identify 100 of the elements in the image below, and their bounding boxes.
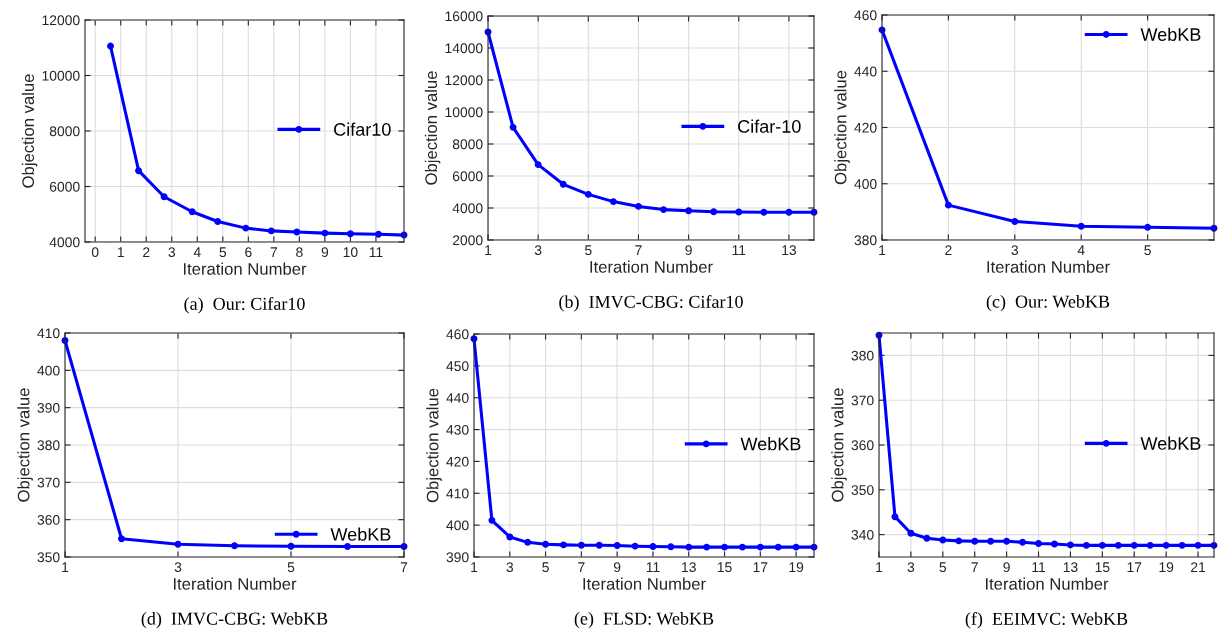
y-tick-label: 400 <box>37 365 60 376</box>
x-tick-label: 19 <box>789 562 804 573</box>
y-tick-label: 440 <box>446 393 469 403</box>
y-tick-label: 400 <box>446 520 469 531</box>
y-tick-label: 6000 <box>49 181 80 192</box>
x-axis-title: Iteration Number <box>183 262 307 275</box>
text: (a) Our: Cifar10 <box>184 297 305 314</box>
y-tick-label: 10000 <box>445 107 483 118</box>
x-tick-label: 3 <box>168 247 176 258</box>
x-tick-label: 2 <box>143 247 150 257</box>
x-axis-title: Iteration Number <box>173 577 297 590</box>
y-tick-label: 440 <box>854 66 877 77</box>
x-tick-label: 17 <box>753 562 768 572</box>
y-tick-label: 460 <box>446 329 469 340</box>
x-tick-label: 9 <box>613 562 621 573</box>
y-tick-label: 450 <box>446 361 469 372</box>
x-tick-label: 3 <box>1011 245 1019 256</box>
x-tick-label: 11 <box>732 245 746 255</box>
y-tick-label: 4000 <box>49 237 80 248</box>
x-tick-label: 7 <box>635 245 642 255</box>
y-tick-label: 390 <box>446 552 469 563</box>
x-axis-title: Iteration Number <box>590 260 713 273</box>
x-tick-label: 17 <box>1127 562 1142 572</box>
text: (d) IMVC-CBG: WebKB <box>141 612 328 629</box>
x-tick-label: 13 <box>1063 562 1078 573</box>
x-tick-label: 1 <box>117 247 124 257</box>
x-tick-label: 1 <box>876 562 883 572</box>
y-tick-label: 360 <box>37 515 60 525</box>
x-tick-label: 11 <box>646 562 660 572</box>
x-tick-label: 13 <box>782 245 797 256</box>
x-tick-label: 7 <box>400 562 408 572</box>
y-tick-label: 8000 <box>49 126 80 137</box>
x-tick-label: 9 <box>321 247 329 258</box>
x-tick-label: 1 <box>471 562 478 572</box>
y-tick-label: 420 <box>854 122 877 133</box>
y-tick-label: 8000 <box>452 139 483 150</box>
x-tick-label: 19 <box>1159 562 1174 573</box>
legend-label: Cifar10 <box>334 122 391 136</box>
y-tick-label: 16000 <box>445 11 483 22</box>
legend-label: WebKB <box>330 527 391 541</box>
y-tick-label: 390 <box>37 403 60 413</box>
legend-label: Cifar-10 <box>738 119 801 133</box>
x-tick-label: 1 <box>485 245 492 255</box>
x-axis-title: Iteration Number <box>583 577 706 590</box>
x-axis-title: Iteration Number <box>985 577 1109 590</box>
y-tick-label: 410 <box>446 488 469 499</box>
y-tick-label: 6000 <box>452 171 483 182</box>
y-tick-label: 370 <box>851 395 874 406</box>
x-tick-label: 3 <box>907 562 915 573</box>
x-tick-label: 7 <box>270 247 278 257</box>
y-tick-label: 410 <box>37 328 60 339</box>
x-tick-label: 4 <box>193 247 201 257</box>
x-tick-label: 2 <box>945 245 952 255</box>
y-tick-label: 380 <box>854 235 877 246</box>
x-tick-label: 5 <box>585 245 592 256</box>
text: (c) Our: WebKB <box>986 295 1110 312</box>
legend-label: WebKB <box>740 437 801 451</box>
text: (e) FLSD: WebKB <box>574 612 714 629</box>
x-tick-label: 6 <box>245 247 252 258</box>
text: (f) EEIMVC: WebKB <box>965 612 1128 629</box>
x-tick-label: 5 <box>219 247 227 258</box>
x-tick-label: 11 <box>1032 562 1046 572</box>
x-tick-label: 5 <box>939 562 947 573</box>
y-axis-title: Objection value <box>21 74 38 188</box>
y-tick-label: 14000 <box>445 43 483 54</box>
x-axis-title: Iteration Number <box>987 260 1110 273</box>
x-tick-label: 3 <box>506 562 514 573</box>
y-tick-label: 430 <box>446 424 469 435</box>
x-tick-label: 3 <box>534 245 542 256</box>
x-tick-label: 15 <box>717 562 732 573</box>
legend-label: WebKB <box>1140 436 1201 450</box>
y-tick-label: 4000 <box>452 203 483 214</box>
y-tick-label: 2000 <box>452 235 483 246</box>
x-tick-label: 3 <box>174 562 182 573</box>
y-tick-label: 420 <box>446 456 469 467</box>
y-tick-label: 400 <box>854 179 877 189</box>
y-tick-label: 12000 <box>42 15 80 26</box>
x-tick-label: 8 <box>296 247 303 258</box>
x-tick-label: 9 <box>1003 562 1010 573</box>
x-tick-label: 1 <box>62 562 69 572</box>
y-axis-title: Objection value <box>831 388 847 502</box>
x-tick-label: 5 <box>1144 245 1151 256</box>
x-tick-label: 5 <box>542 562 549 573</box>
legend-label: WebKB <box>1140 27 1201 41</box>
x-tick-label: 1 <box>879 245 886 255</box>
y-tick-label: 350 <box>37 552 60 563</box>
y-tick-label: 370 <box>37 477 60 488</box>
y-axis-title: Objection value <box>17 388 33 502</box>
y-axis-title: Objection value <box>834 70 850 185</box>
x-tick-label: 11 <box>369 247 383 257</box>
y-tick-label: 350 <box>851 485 874 495</box>
y-tick-label: 340 <box>851 529 874 540</box>
y-axis-title: Objection value <box>426 388 442 503</box>
x-tick-label: 15 <box>1095 562 1110 573</box>
x-tick-label: 10 <box>343 247 358 258</box>
y-tick-label: 10000 <box>42 70 80 81</box>
x-tick-label: 13 <box>682 562 696 573</box>
y-tick-label: 360 <box>851 440 874 451</box>
x-tick-label: 9 <box>685 245 692 256</box>
y-axis-title: Objection value <box>424 71 441 185</box>
